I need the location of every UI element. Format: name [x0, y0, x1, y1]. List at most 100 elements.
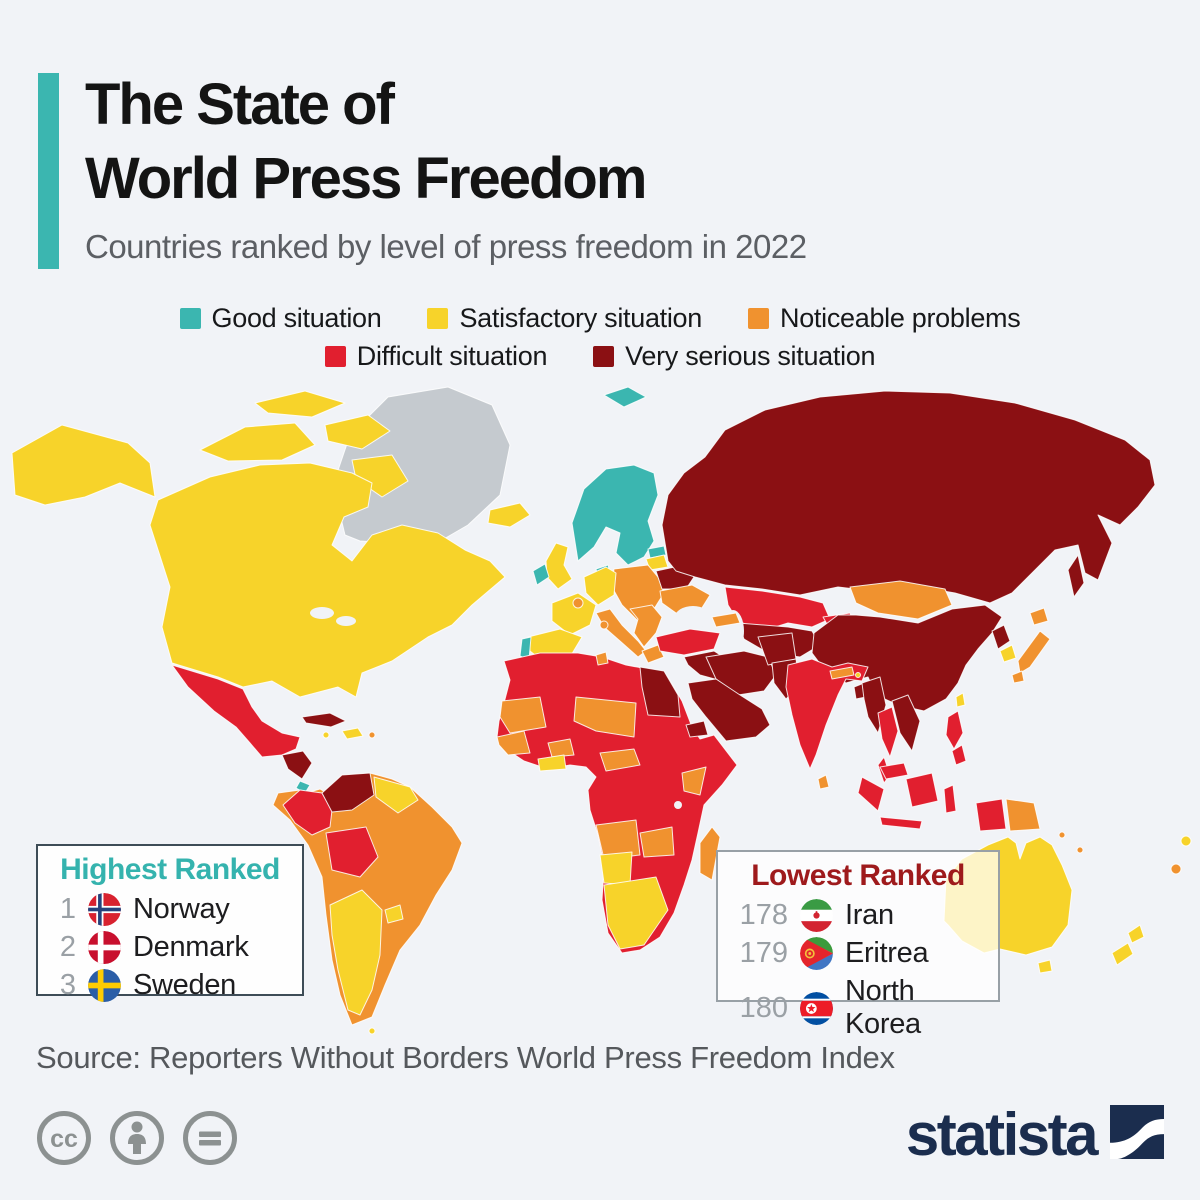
country-name: Iran — [845, 899, 894, 931]
map-region-namibia — [599, 851, 633, 886]
country-name: Norway — [133, 893, 230, 925]
map-region-honduras-nicaragua — [281, 750, 313, 780]
legend-swatch-difficult — [324, 346, 346, 367]
map-region-mexico — [171, 664, 301, 758]
map-region-arabian-peninsula — [687, 678, 771, 742]
map-region-greece — [641, 644, 665, 664]
map-region-tasmania — [1037, 959, 1053, 974]
map-region-philippines — [945, 710, 964, 750]
map-region-indonesia — [905, 772, 939, 808]
lowest-ranked-box: Lowest Ranked 178 Iran 179 Eritrea 180 N… — [716, 850, 1000, 1040]
map-region-senegal-guinea — [496, 730, 531, 756]
map-region-indonesia — [943, 784, 957, 814]
map-region-kenya — [681, 766, 707, 796]
legend-swatch-good — [179, 308, 201, 329]
legend-label: Noticeable problems — [780, 303, 1021, 333]
eritrea-flag-icon — [800, 937, 833, 970]
legend-swatch-satisfactory — [427, 308, 449, 329]
map-region-japan — [1011, 670, 1025, 684]
highest-ranked-box: Highest Ranked 1 Norway 2 Denmark 3 Swed… — [36, 844, 304, 1002]
cc-attribution-icon — [109, 1110, 165, 1171]
map-region-north-korea — [991, 624, 1011, 650]
rank-number: 179 — [739, 937, 788, 969]
map-region-ireland — [532, 563, 550, 586]
map-region-central-african-republic — [599, 748, 641, 772]
map-region-mongolia — [849, 580, 953, 620]
cc-no-derivatives-icon — [182, 1110, 238, 1171]
legend-item-noticeable: Noticeable problems — [748, 303, 1021, 334]
map-region-burkina-faso — [547, 738, 575, 758]
legend-item-satisfactory: Satisfactory situation — [427, 303, 702, 334]
map-region-zambia — [639, 826, 675, 858]
map-region-taiwan — [955, 692, 966, 708]
map-region-venezuela — [321, 772, 375, 813]
map-region-south-korea — [999, 644, 1017, 663]
legend-item-difficult: Difficult situation — [324, 341, 548, 372]
map-region-south-africa — [603, 876, 669, 950]
source-line: Source: Reporters Without Borders World … — [36, 1040, 895, 1075]
country-name: Denmark — [133, 931, 249, 963]
cc-icon: cc — [36, 1110, 92, 1171]
statista-logo: statista — [906, 1100, 1164, 1169]
map-region-mauritania — [499, 696, 547, 734]
map-region-russia — [661, 390, 1156, 604]
denmark-flag-icon — [88, 931, 121, 964]
rank-row-sweden: 3 Sweden — [38, 969, 302, 1002]
map-region-nepal — [829, 666, 855, 680]
map-region-jamaica — [322, 731, 330, 739]
map-region-hispaniola — [341, 727, 364, 740]
map-region-tunisia — [595, 651, 609, 666]
map-region-philippines — [951, 744, 967, 766]
map-region-malaysia — [879, 762, 909, 780]
map-region-north-america — [149, 462, 506, 698]
rank-number: 1 — [59, 893, 76, 925]
map-region-laos-vietnam — [891, 694, 921, 752]
map-region-ghana-ivory-coast — [537, 754, 567, 772]
legend: Good situation Satisfactory situation No… — [0, 303, 1200, 379]
map-region-solomon-islands — [1076, 846, 1084, 854]
map-region-bhutan — [855, 672, 861, 678]
map-region-papua-new-guinea — [1005, 798, 1041, 832]
map-region-japan — [1017, 630, 1051, 674]
rank-row-denmark: 2 Denmark — [38, 931, 302, 964]
map-region-indonesia — [879, 816, 923, 830]
map-region-arctic-islands — [324, 414, 391, 450]
map-region-microstate — [599, 620, 609, 630]
country-name: Eritrea — [845, 937, 929, 969]
map-region-bolivia — [325, 826, 379, 878]
statista-logo-icon — [1110, 1105, 1164, 1164]
page-subtitle: Countries ranked by level of press freed… — [85, 228, 807, 265]
legend-label: Very serious situation — [625, 341, 876, 371]
title-line-2: World Press Freedom — [85, 146, 647, 212]
rank-number: 180 — [739, 991, 788, 1024]
black-sea — [675, 606, 711, 628]
rank-row-north-korea: 180 North Korea — [718, 975, 998, 1041]
license-icons: cc — [36, 1110, 238, 1171]
map-region-caucasus — [711, 612, 741, 628]
rank-number: 178 — [739, 899, 788, 931]
map-region-uruguay — [384, 904, 404, 924]
map-region-falklands — [368, 1027, 376, 1035]
accent-bar — [38, 73, 59, 269]
map-region-india — [785, 658, 869, 770]
legend-label: Good situation — [211, 303, 382, 333]
rank-number: 3 — [59, 969, 76, 1001]
map-region-fiji — [1170, 863, 1182, 875]
map-region-solomon-islands — [1058, 831, 1066, 839]
map-region-arctic-islands — [254, 390, 346, 418]
map-region-japan — [1029, 607, 1049, 626]
map-region-france — [551, 592, 597, 636]
page-title: The State of World Press Freedom — [85, 68, 647, 216]
title-line-1: The State of — [85, 72, 395, 137]
map-region-svalbard — [603, 386, 647, 408]
highest-ranked-title: Highest Ranked — [60, 853, 280, 886]
svg-text:cc: cc — [50, 1125, 78, 1153]
legend-row-1: Good situation Satisfactory situation No… — [0, 303, 1200, 334]
legend-label: Difficult situation — [356, 341, 548, 371]
map-region-pacific-island — [1180, 835, 1192, 847]
map-region-new-zealand — [1127, 924, 1145, 944]
map-region-new-zealand — [1111, 942, 1134, 966]
map-region-indonesia — [857, 776, 885, 812]
map-region-alaska — [11, 424, 156, 506]
